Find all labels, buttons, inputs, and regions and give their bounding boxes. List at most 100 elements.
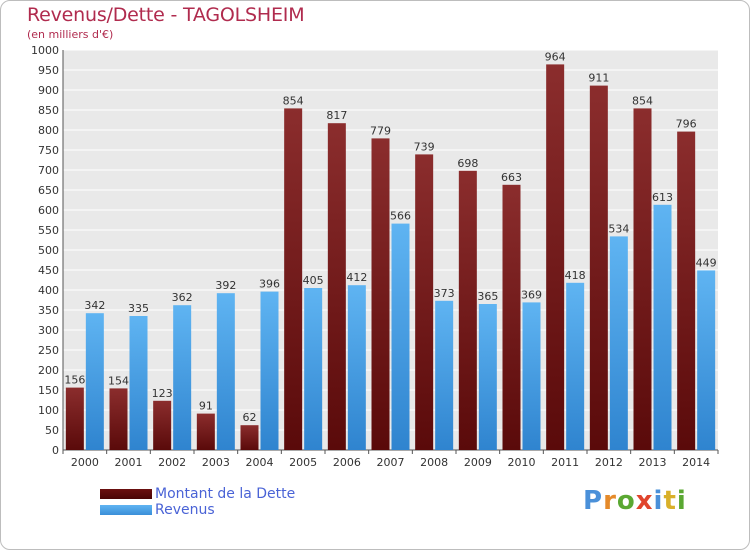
y-tick-label: 550 [38,224,59,237]
bar-revenus [391,223,410,450]
y-tick-label: 50 [45,424,59,437]
legend-label-revenus: Revenus [155,502,215,518]
data-label-dette: 854 [283,94,304,107]
legend: Montant de la Dette Revenus [100,486,296,519]
x-tick-label: 2007 [377,456,405,469]
bar-revenus [522,302,541,450]
data-label-revenus: 566 [390,210,411,223]
bar-revenus [435,300,454,450]
x-tick-label: 2002 [158,456,186,469]
y-tick-label: 750 [38,144,59,157]
bar-revenus [478,304,497,450]
bar-dette [196,413,215,450]
x-tick-label: 2003 [202,456,230,469]
bar-revenus [697,270,716,450]
legend-label-dette: Montant de la Dette [155,486,296,502]
logo-letter: r [603,486,617,516]
x-tick-label: 2008 [420,456,448,469]
y-tick-label: 900 [38,84,59,97]
y-tick-label: 700 [38,164,59,177]
bar-dette [677,131,696,450]
x-tick-label: 2001 [115,456,143,469]
bar-revenus [304,288,323,450]
y-tick-label: 350 [38,304,59,317]
y-tick-label: 100 [38,404,59,417]
bar-revenus [173,305,192,450]
x-tick-label: 2014 [682,456,710,469]
bar-dette [458,170,477,451]
x-tick-label: 2004 [246,456,274,469]
y-tick-label: 150 [38,384,59,397]
logo-letter: i [653,486,664,516]
y-tick-label: 200 [38,364,59,377]
bar-dette [502,184,521,451]
data-label-dette: 817 [326,109,347,122]
bar-revenus [653,204,672,450]
bar-revenus [347,285,366,450]
legend-item-revenus: Revenus [100,502,295,518]
logo-letter: o [616,486,636,516]
bar-revenus [216,293,235,450]
x-tick-label: 2000 [71,456,99,469]
data-label-revenus: 365 [477,290,498,303]
x-tick-label: 2011 [551,456,579,469]
logo-letter: i [676,486,687,516]
data-label-revenus: 418 [565,269,586,282]
x-tick-label: 2012 [595,456,623,469]
x-tick-label: 2005 [289,456,317,469]
x-tick-label: 2006 [333,456,361,469]
y-tick-label: 300 [38,324,59,337]
bar-dette [415,154,434,450]
logo-letter: t [663,486,677,516]
bar-dette [589,85,608,450]
chart-title: Revenus/Dette - TAGOLSHEIM [27,4,305,26]
legend-swatch-revenus [100,505,152,515]
proxiti-logo: Proxiti [583,486,687,516]
data-label-dette: 854 [632,94,653,107]
y-tick-label: 500 [38,244,59,257]
data-label-dette: 911 [588,72,609,85]
bar-revenus [609,236,628,450]
data-label-dette: 123 [152,387,173,400]
x-tick-label: 2013 [639,456,667,469]
y-tick-label: 1000 [31,44,59,57]
data-label-revenus: 449 [696,256,717,269]
bar-dette [633,108,652,451]
bar-dette [546,64,565,451]
bar-dette [65,387,84,450]
bar-revenus [129,316,148,450]
data-label-dette: 154 [108,374,129,387]
data-label-dette: 663 [501,171,522,184]
data-label-revenus: 392 [215,279,236,292]
data-label-dette: 796 [676,118,697,131]
data-label-revenus: 335 [128,302,149,315]
y-tick-label: 400 [38,284,59,297]
data-label-revenus: 412 [346,271,367,284]
x-tick-label: 2009 [464,456,492,469]
data-label-dette: 964 [545,50,566,63]
data-label-revenus: 342 [84,299,105,312]
data-label-revenus: 534 [608,222,629,235]
data-label-revenus: 396 [259,278,280,291]
data-label-dette: 62 [243,411,257,424]
legend-item-dette: Montant de la Dette [100,486,296,502]
y-tick-label: 250 [38,344,59,357]
legend-swatch-dette [100,489,152,499]
y-tick-label: 0 [52,444,59,457]
y-tick-label: 450 [38,264,59,277]
bar-dette [240,425,259,450]
bar-dette [327,123,346,450]
y-tick-label: 600 [38,204,59,217]
bar-revenus [566,282,585,450]
bar-dette [371,138,390,450]
bar-revenus [85,313,104,450]
data-label-dette: 91 [199,400,213,413]
y-tick-label: 850 [38,104,59,117]
data-label-dette: 156 [64,374,85,387]
data-label-dette: 739 [414,140,435,153]
logo-letter: x [635,486,654,516]
data-label-revenus: 405 [303,274,324,287]
y-tick-label: 650 [38,184,59,197]
data-label-revenus: 613 [652,191,673,204]
bar-revenus [260,291,279,450]
